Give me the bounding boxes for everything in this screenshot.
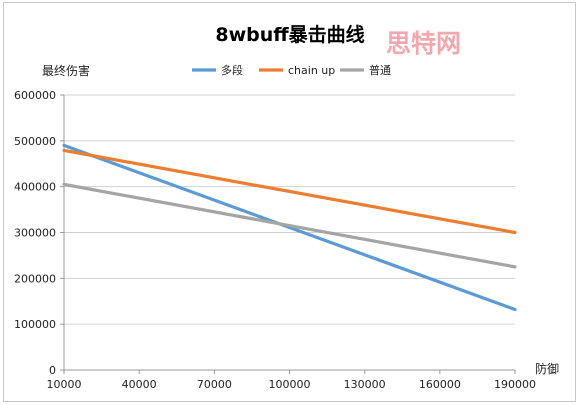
y-tick-label: 400000 [14,181,56,194]
y-tick-label: 600000 [14,89,56,102]
x-tick-label: 40000 [122,378,157,391]
x-tick-label: 160000 [419,378,461,391]
y-tick-label: 0 [49,364,56,377]
legend-label-1: 多段 [221,63,243,77]
y-tick-label: 200000 [14,272,56,285]
chart-title: 8wbuff暴击曲线 [215,23,364,46]
legend-label-2: chain up [288,64,335,77]
series-line-3 [62,182,517,269]
x-tick-label: 70000 [197,378,232,391]
series-line-2 [62,148,517,235]
series-line-1 [62,143,517,312]
legend-label-3: 普通 [369,63,391,77]
x-tick-label: 190000 [494,378,536,391]
grid-lines [60,94,516,374]
chart-frame: 8wbuff暴击曲线 思特网 最终伤害 防御 多段 chain up 普通 0 100… [3,2,576,402]
y-tick-labels: 0 100000 200000 300000 400000 500000 600000 [14,89,56,377]
y-axis-label: 最终伤害 [42,63,90,78]
axes [63,95,515,371]
x-axis-label: 防御 [535,361,559,376]
x-tick-label: 130000 [344,378,386,391]
line-chart: 8wbuff暴击曲线 思特网 最终伤害 防御 多段 chain up 普通 0100… [14,23,559,391]
watermark: 思特网 [386,29,461,58]
legend: 多段 chain up 普通 [192,63,391,77]
y-tick-label: 100000 [14,318,56,331]
y-tick-label: 500000 [14,135,56,148]
y-tick-label: 300000 [14,227,56,240]
series-lines [62,143,517,312]
x-tick-label: 10000 [47,378,82,391]
x-tick-labels: 10000 40000 70000 100000 130000 160000 190000 [47,378,537,391]
x-tick-label: 100000 [269,378,311,391]
